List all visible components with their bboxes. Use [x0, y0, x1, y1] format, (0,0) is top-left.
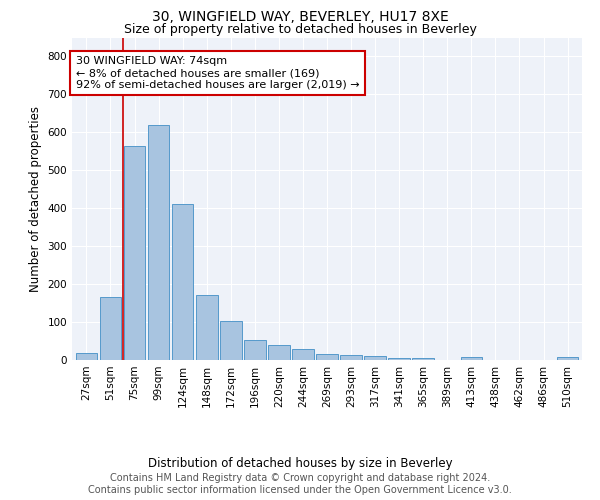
Bar: [388, 358, 410, 360]
Bar: [461, 357, 482, 360]
Text: 30, WINGFIELD WAY, BEVERLEY, HU17 8XE: 30, WINGFIELD WAY, BEVERLEY, HU17 8XE: [152, 10, 448, 24]
Bar: [412, 358, 434, 360]
Text: Contains HM Land Registry data © Crown copyright and database right 2024.
Contai: Contains HM Land Registry data © Crown c…: [88, 474, 512, 495]
Bar: [76, 353, 97, 360]
Bar: [316, 354, 338, 360]
Bar: [340, 354, 362, 360]
Bar: [100, 298, 121, 360]
Bar: [557, 358, 578, 360]
Text: Size of property relative to detached houses in Beverley: Size of property relative to detached ho…: [124, 22, 476, 36]
Bar: [220, 321, 242, 360]
Bar: [292, 348, 314, 360]
Bar: [148, 125, 169, 360]
Text: 30 WINGFIELD WAY: 74sqm
← 8% of detached houses are smaller (169)
92% of semi-de: 30 WINGFIELD WAY: 74sqm ← 8% of detached…: [76, 56, 359, 90]
Bar: [268, 345, 290, 360]
Bar: [172, 204, 193, 360]
Bar: [364, 356, 386, 360]
Bar: [124, 146, 145, 360]
Bar: [244, 340, 266, 360]
Text: Distribution of detached houses by size in Beverley: Distribution of detached houses by size …: [148, 458, 452, 470]
Y-axis label: Number of detached properties: Number of detached properties: [29, 106, 42, 292]
Bar: [196, 294, 218, 360]
